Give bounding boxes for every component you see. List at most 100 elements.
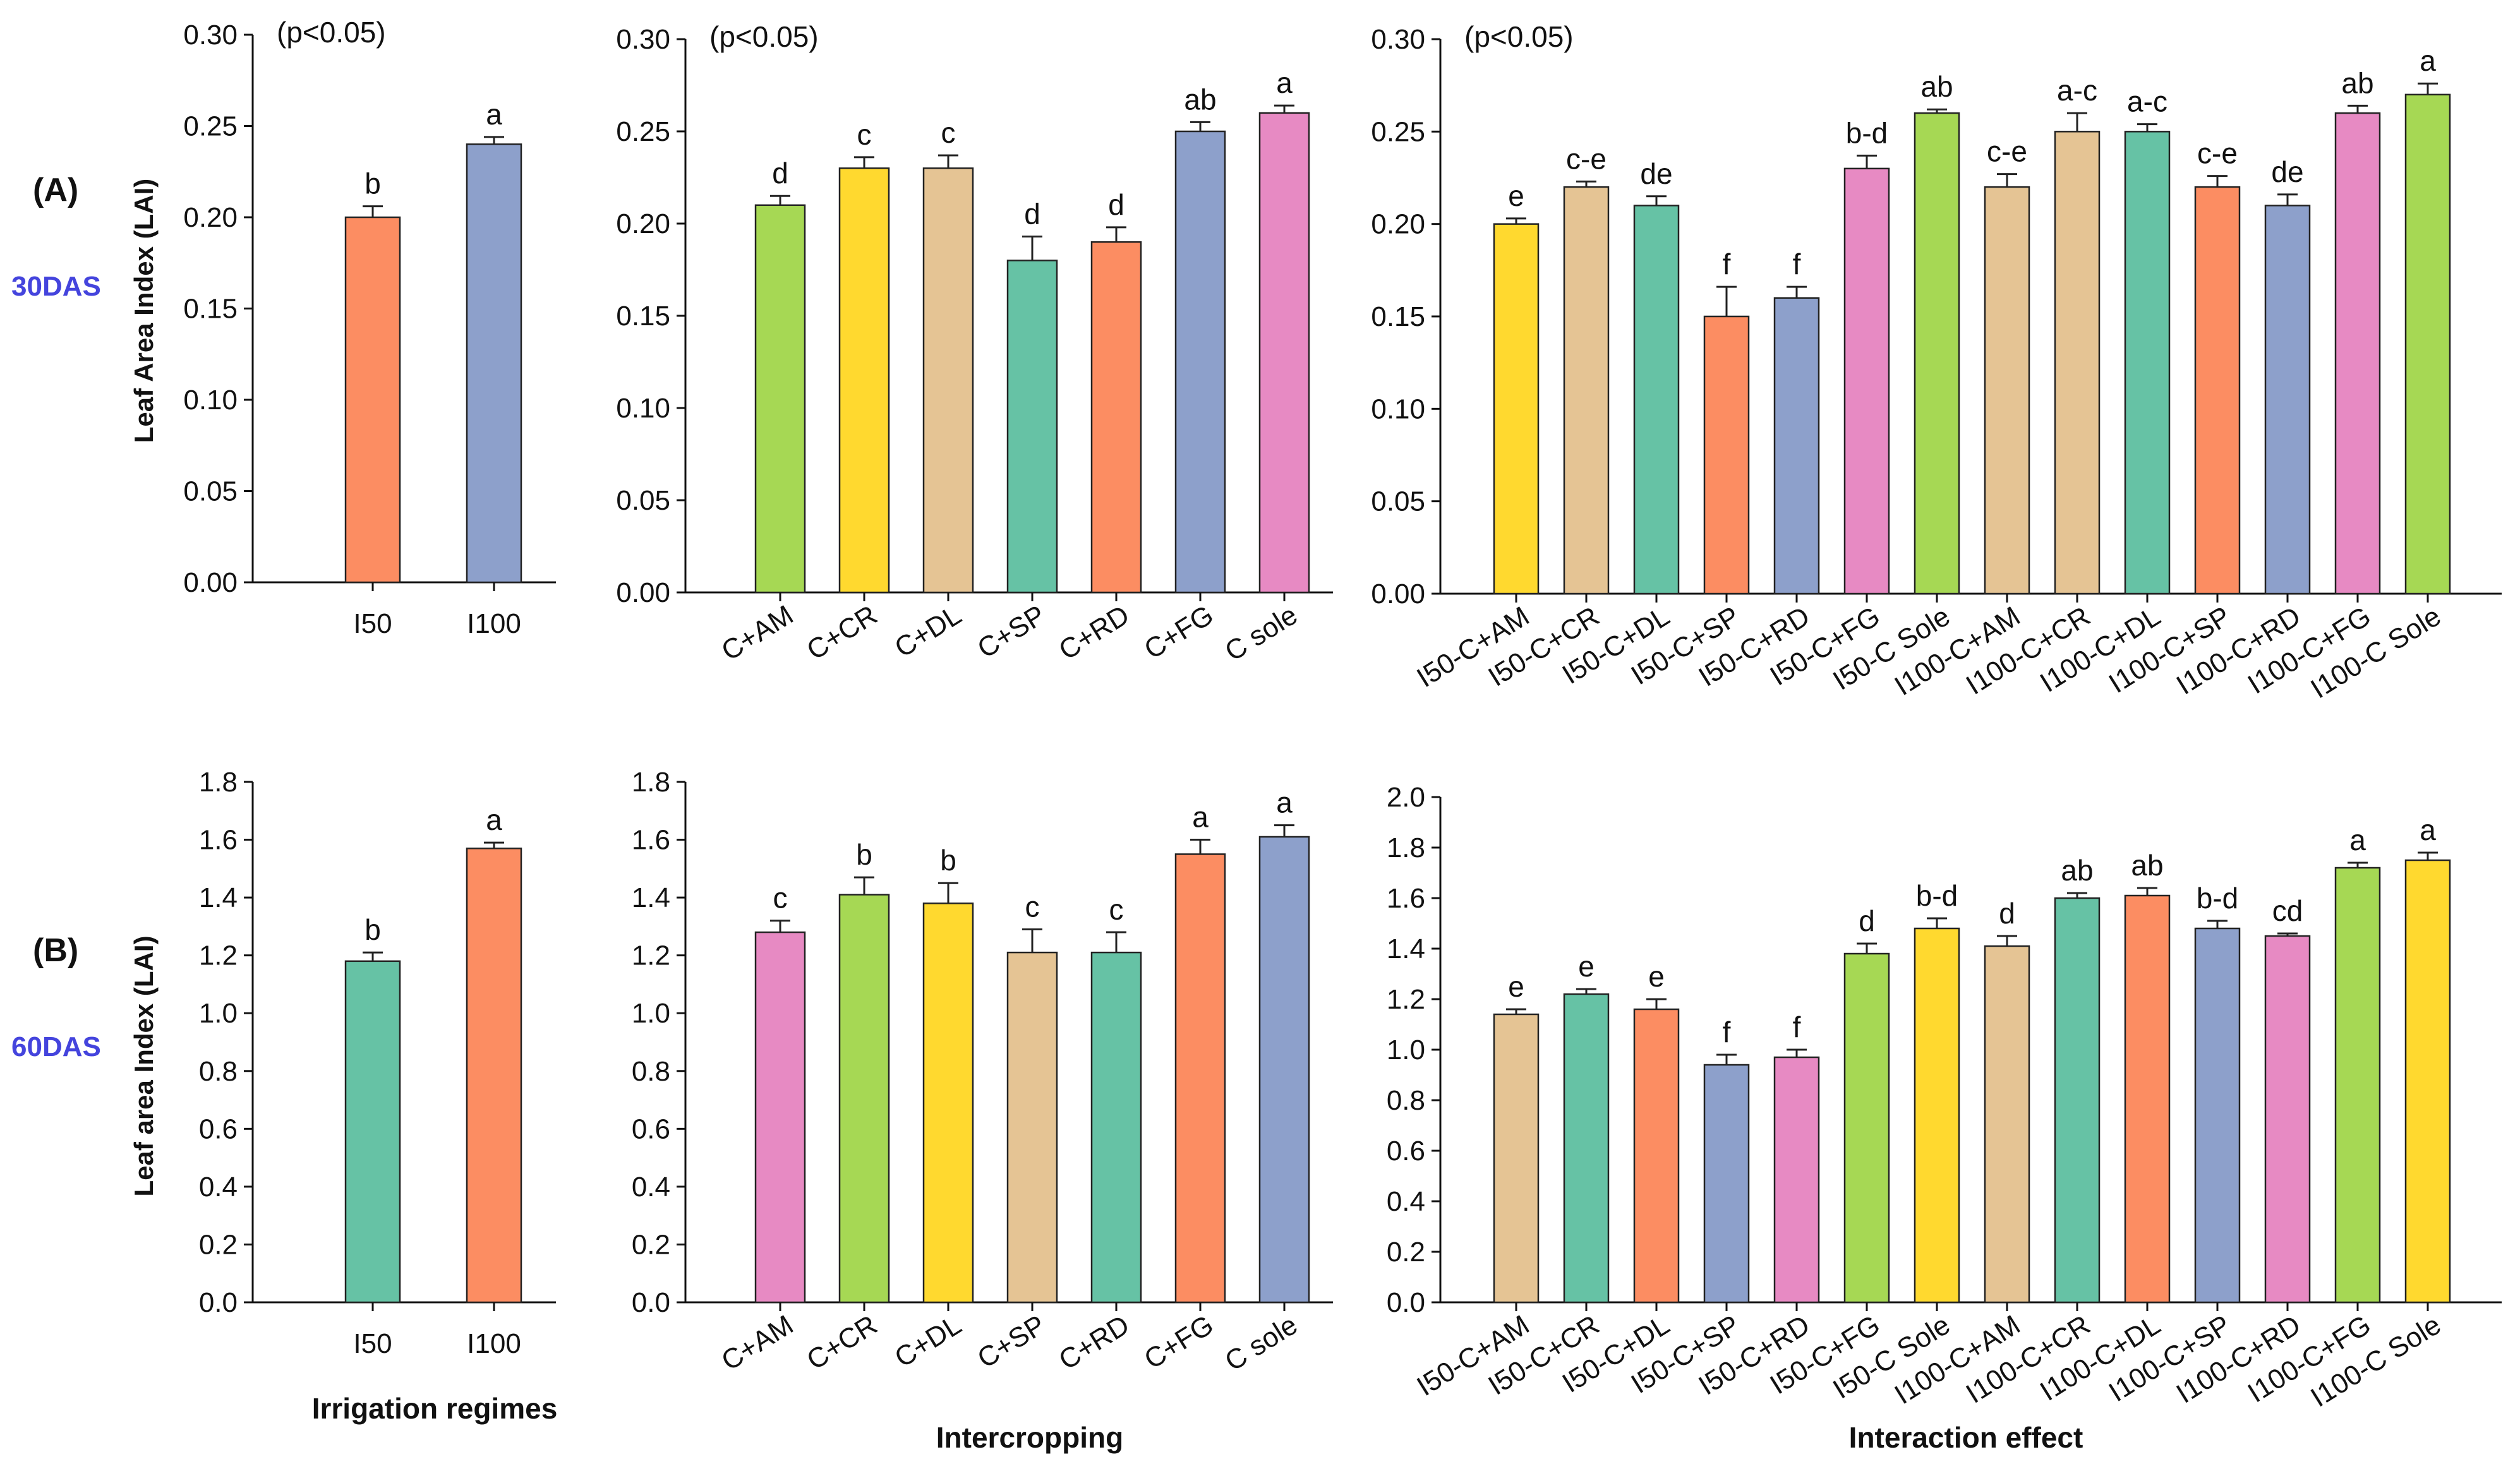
y-tick-label: 0.25	[616, 116, 670, 147]
panel-a-interaction: 0.000.050.100.150.200.250.30 (p<0.05)eI50…	[1371, 20, 2502, 705]
bar	[2334, 867, 2381, 1304]
significance-letter: a-c	[2057, 74, 2097, 107]
bar	[1563, 186, 1610, 595]
bar	[466, 143, 522, 584]
x-tick-label: C+AM	[716, 599, 799, 667]
x-tick-label: I50	[353, 1328, 392, 1359]
panel-b-intercropping: 0.0 0.2 0.4 0.6 0.8 1.0 1.2 1.4 1.6 1.8 c C+AM b C+CR…	[632, 767, 1333, 1377]
x-tick-label: C+AM	[716, 1309, 799, 1377]
bar	[2264, 205, 2311, 595]
bar	[1493, 1013, 1540, 1304]
y-tick-label: 0.2	[632, 1229, 670, 1260]
significance-letter: e	[1508, 179, 1524, 212]
y-tick-label: 1.2	[632, 940, 670, 971]
y-tick-label: 0.8	[1387, 1085, 1425, 1116]
significance-letter: f	[1723, 1016, 1731, 1048]
significance-letter: d	[1999, 897, 2015, 930]
significance-letter: e	[1648, 960, 1665, 993]
bar	[838, 894, 890, 1304]
y-tick-label: 0.0	[199, 1287, 238, 1318]
significance-letter: a-c	[2127, 85, 2167, 118]
significance-letter: ab	[2061, 854, 2093, 887]
y-tick-label: 0.4	[632, 1172, 670, 1203]
significance-letter: f	[1723, 248, 1731, 280]
panel-a-irrigation: 0.00 0.05 0.10 0.15 0.20 0.25 0.30 (p<0.05) b I50…	[183, 16, 556, 639]
bar	[754, 931, 806, 1304]
bar	[1633, 205, 1680, 595]
y-tick-label: 0.20	[1371, 209, 1425, 240]
y-tick-label: 0.4	[1387, 1186, 1425, 1217]
significance-letter: d	[1859, 904, 1875, 937]
y-tick-label: 0.30	[616, 24, 670, 55]
bar	[1563, 993, 1610, 1304]
significance-letter: c	[773, 882, 788, 915]
y-tick-label: 0.15	[1371, 301, 1425, 332]
significance-letter: b-d	[2197, 882, 2238, 915]
x-tick-label: C+RD	[1054, 599, 1135, 666]
significance-letter: b	[365, 913, 381, 946]
significance-letter: d	[772, 157, 788, 189]
y-tick-label: 0.6	[1387, 1136, 1425, 1167]
x-tick-label: C+DL	[889, 599, 967, 664]
significance-letter: d	[1108, 188, 1124, 221]
y-tick-label: 0.05	[183, 476, 238, 507]
x-tick-label: C+CR	[802, 599, 883, 666]
y-tick-label: 0.0	[1387, 1287, 1425, 1318]
bar	[2054, 897, 2101, 1304]
significance-letter: b	[940, 844, 956, 877]
y-tick-label: 0.15	[616, 301, 670, 332]
row-a-label: (A)	[33, 172, 78, 208]
bar	[1773, 1056, 1820, 1304]
y-tick-label: 1.4	[1387, 933, 1425, 964]
y-tick-label: 1.4	[199, 882, 238, 913]
significance-letter: d	[1024, 197, 1040, 230]
y-tick-label: 0.8	[199, 1056, 238, 1087]
significance-letter: b	[365, 167, 381, 200]
significance-note: (p<0.05)	[1464, 20, 1574, 53]
bar	[1493, 223, 1540, 595]
significance-letter: b-d	[1916, 879, 1958, 912]
y-tick-label: 1.8	[1387, 832, 1425, 863]
bar	[1914, 927, 1960, 1304]
significance-letter: c-e	[1987, 135, 2027, 168]
x-tick-label: I100	[467, 608, 521, 639]
y-axis-title-row-a: Leaf Area Index (LAI)	[129, 179, 159, 443]
significance-letter: f	[1793, 248, 1801, 280]
significance-letter: c	[1025, 890, 1040, 923]
y-tick-label: 2.0	[1387, 782, 1425, 813]
x-tick-label: C+CR	[802, 1309, 883, 1376]
x-tick-label: C+FG	[1139, 599, 1219, 665]
x-tick-label: I50	[353, 608, 392, 639]
bar	[1174, 130, 1226, 594]
significance-letter: c	[1109, 893, 1124, 926]
y-tick-label: 0.6	[632, 1113, 670, 1144]
bar	[1703, 315, 1750, 595]
y-tick-label: 1.6	[199, 825, 238, 856]
y-tick-label: 0.05	[1371, 486, 1425, 517]
panel-a-intercropping: 0.00 0.05 0.10 0.15 0.20 0.25 0.30 (p<0.05) d C+A…	[616, 20, 1333, 668]
y-tick-label: 1.6	[632, 825, 670, 856]
significance-letter: a	[1276, 66, 1293, 99]
bar	[2404, 93, 2451, 595]
y-tick-label: 1.2	[1387, 984, 1425, 1015]
y-tick-label: 0.10	[183, 385, 238, 416]
y-tick-label: 0.00	[183, 567, 238, 598]
bar	[1703, 1064, 1750, 1304]
bar	[2124, 131, 2171, 595]
y-tick-label: 1.8	[632, 767, 670, 798]
bar	[922, 167, 974, 594]
x-title-intercropping: Intercropping	[936, 1421, 1123, 1454]
bar	[1843, 952, 1890, 1304]
y-tick-label: 0.25	[183, 111, 238, 142]
y-tick-label: 0.20	[183, 202, 238, 233]
significance-note: (p<0.05)	[277, 16, 386, 49]
row-b-das-label: 60DAS	[11, 1031, 101, 1062]
y-tick-label: 0.05	[616, 485, 670, 516]
bar	[1984, 186, 2030, 595]
bar	[344, 216, 401, 584]
y-tick-label: 1.6	[1387, 883, 1425, 914]
bar	[2404, 859, 2451, 1304]
significance-letter: de	[2271, 155, 2303, 188]
significance-letter: a	[1192, 801, 1209, 834]
y-tick-label: 1.0	[1387, 1035, 1425, 1065]
